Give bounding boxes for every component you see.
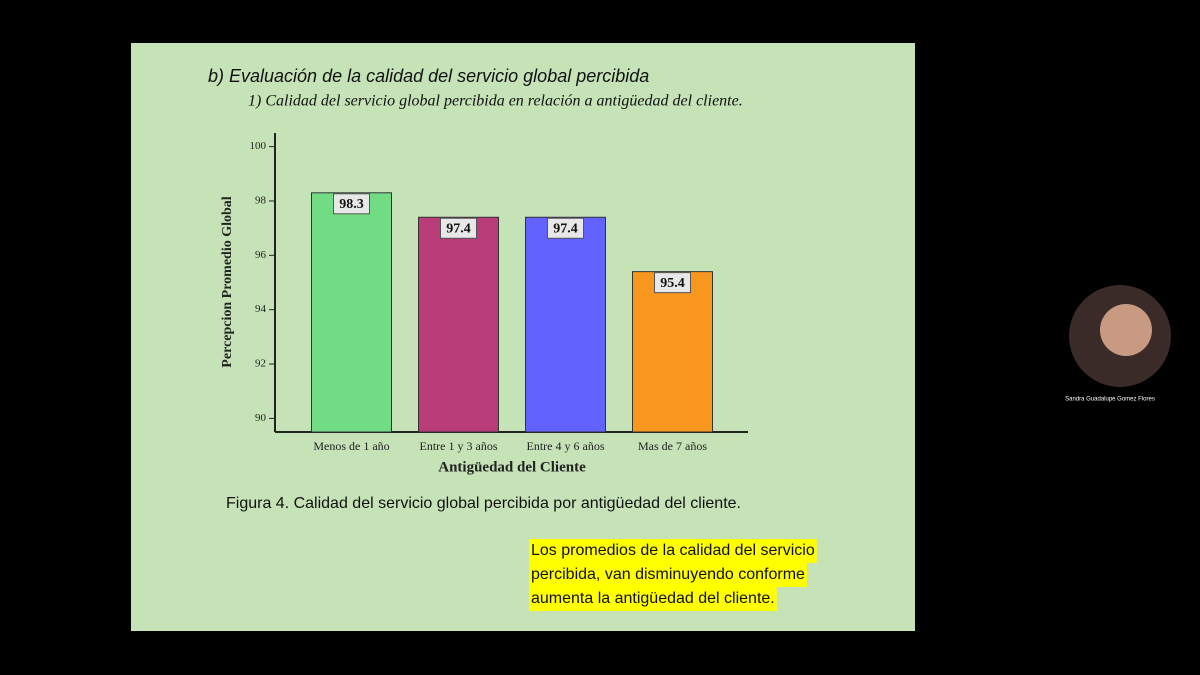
bar (525, 216, 606, 433)
y-tick-label: 94 (255, 303, 267, 315)
participant-name: Sandra Guadalupe Gomez Flores (1065, 397, 1155, 403)
slide-subheading: 1) Calidad del servicio global percibida… (248, 93, 743, 110)
value-label-box (440, 217, 477, 239)
value-label-box (333, 193, 370, 215)
value-label: 98.3 (339, 197, 364, 212)
y-tick-label: 92 (255, 358, 266, 370)
value-label: 97.4 (553, 221, 578, 236)
slide-heading: b) Evaluación de la calidad del servicio… (208, 66, 649, 86)
note-highlight (529, 563, 807, 587)
value-label-box (547, 217, 584, 239)
figure-caption: Figura 4. Calidad del servicio global pe… (226, 495, 741, 512)
x-tick-label: Entre 1 y 3 años (420, 439, 498, 453)
note-line: Los promedios de la calidad del servicio (531, 542, 815, 559)
participant-face (1100, 304, 1152, 356)
slide (131, 43, 915, 631)
bar (311, 192, 392, 433)
note-highlight (529, 539, 817, 563)
y-tick-label: 98 (255, 194, 267, 206)
note: Los promedios de la calidad del servicio… (529, 539, 817, 611)
x-tick-label: Menos de 1 año (313, 439, 389, 453)
y-tick-label: 100 (250, 140, 267, 152)
value-label: 95.4 (660, 276, 685, 291)
bar (632, 271, 713, 433)
x-axis-label: Antigüedad del Cliente (438, 459, 586, 475)
value-label: 97.4 (446, 221, 471, 236)
y-tick-label: 96 (255, 249, 267, 261)
x-tick-label: Entre 4 y 6 años (527, 439, 605, 453)
note-line: percibida, van disminuyendo conforme (531, 566, 805, 583)
bar (418, 216, 499, 433)
note-highlight (529, 587, 777, 611)
chart: 90 92 94 96 98 100 Menos de 1 año 98.3 Entre 1 y… (220, 133, 748, 475)
value-label-box (654, 272, 691, 294)
x-tick-label: Mas de 7 años (638, 439, 707, 453)
note-line: aumenta la antigüedad del cliente. (531, 590, 775, 607)
y-axis-label: Percepcion Promedio Global (220, 196, 235, 367)
y-tick-label: 90 (255, 412, 267, 424)
